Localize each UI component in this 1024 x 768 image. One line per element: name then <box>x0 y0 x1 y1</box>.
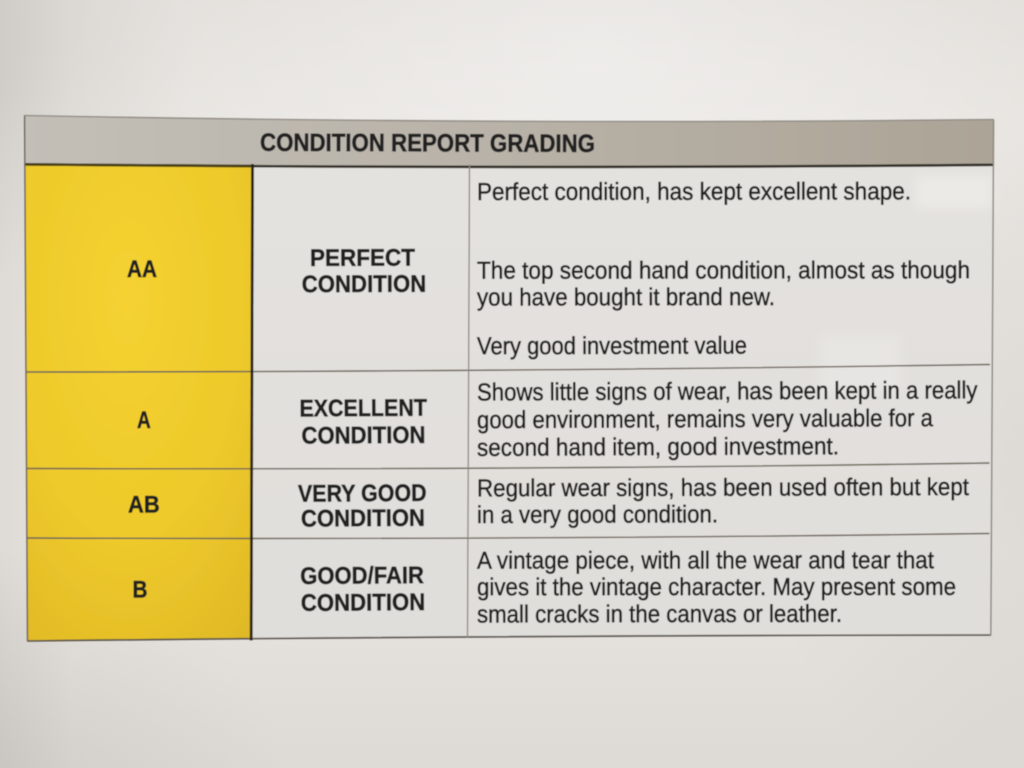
svg-text:The top second hand condition,: The top second hand condition, almost as… <box>477 257 970 284</box>
svg-text:AA: AA <box>127 256 157 283</box>
svg-text:Perfect condition, has kept ex: Perfect condition, has kept excellent sh… <box>477 178 911 206</box>
svg-text:PERFECT: PERFECT <box>310 245 415 272</box>
svg-text:in a very good condition.: in a very good condition. <box>477 501 718 529</box>
svg-text:small cracks in the canvas or: small cracks in the canvas or leather. <box>477 601 842 629</box>
svg-text:CONDITION: CONDITION <box>301 505 425 533</box>
svg-text:gives it the vintage character: gives it the vintage character. May pres… <box>477 574 956 601</box>
svg-text:second hand item, good investm: second hand item, good investment. <box>477 433 839 462</box>
svg-text:CONDITION: CONDITION <box>301 422 425 450</box>
svg-text:A vintage piece, with all the: A vintage piece, with all the wear and t… <box>477 547 934 574</box>
svg-text:GOOD/FAIR: GOOD/FAIR <box>300 562 424 590</box>
svg-text:CONDITION: CONDITION <box>302 271 427 298</box>
svg-text:A: A <box>137 407 151 434</box>
svg-text:CONDITION: CONDITION <box>301 589 426 617</box>
svg-text:EXCELLENT: EXCELLENT <box>299 395 427 423</box>
svg-text:Shows little signs of wear, ha: Shows little signs of wear, has been kep… <box>477 377 978 406</box>
svg-text:VERY GOOD: VERY GOOD <box>298 480 427 508</box>
svg-text:B: B <box>133 577 148 604</box>
svg-text:CONDITION REPORT GRADING: CONDITION REPORT GRADING <box>260 129 595 158</box>
svg-text:Regular wear signs, has been u: Regular wear signs, has been used often … <box>477 474 969 502</box>
svg-text:good environment, remains very: good environment, remains very valuable … <box>477 405 933 434</box>
svg-text:AB: AB <box>128 491 160 518</box>
svg-text:you have bought it brand new.: you have bought it brand new. <box>477 284 775 311</box>
svg-text:Very good investment value: Very good investment value <box>477 333 747 361</box>
